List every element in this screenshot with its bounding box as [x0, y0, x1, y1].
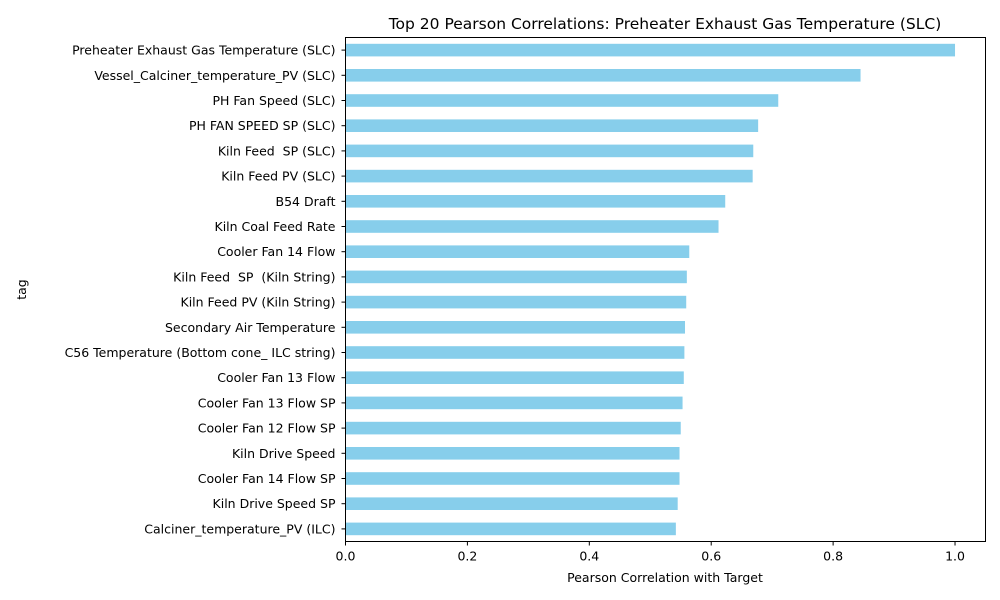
- bar: [345, 396, 683, 410]
- y-tick-label: Cooler Fan 14 Flow SP: [198, 471, 336, 486]
- y-tick-label: Cooler Fan 12 Flow SP: [198, 421, 336, 436]
- x-tick-label: 0.2: [457, 549, 477, 564]
- y-tick-label: Kiln Feed PV (Kiln String): [181, 295, 336, 310]
- bar: [345, 497, 678, 510]
- bar: [345, 69, 861, 82]
- x-tick-label: 0.6: [701, 549, 721, 564]
- y-tick-label: Cooler Fan 13 Flow SP: [198, 395, 336, 410]
- y-axis-label: tag: [14, 279, 29, 300]
- bar: [345, 220, 719, 233]
- y-tick-label: Cooler Fan 14 Flow: [217, 244, 335, 259]
- bar: [345, 119, 759, 132]
- bar: [345, 245, 690, 258]
- x-tick-label: 0.8: [823, 549, 843, 564]
- y-tick-label: PH Fan Speed (SLC): [212, 93, 335, 108]
- bar: [345, 94, 779, 107]
- y-tick-label: Kiln Feed PV (SLC): [221, 169, 335, 184]
- bar: [345, 43, 956, 57]
- y-tick-label: C56 Temperature (Bottom cone_ ILC string…: [65, 345, 336, 360]
- bars-group: [345, 43, 956, 536]
- bar: [345, 321, 686, 334]
- y-tick-label: Kiln Drive Speed SP: [213, 496, 336, 511]
- bar: [345, 447, 680, 460]
- x-tick-label: 0.4: [579, 549, 599, 564]
- y-tick-label: Secondary Air Temperature: [165, 320, 336, 335]
- y-tick-label: Vessel_Calciner_temperature_PV (SLC): [94, 68, 335, 83]
- bar: [345, 346, 685, 359]
- y-tick-label: Cooler Fan 13 Flow: [217, 370, 335, 385]
- y-tick-label: Kiln Feed SP (SLC): [218, 143, 336, 158]
- y-tick-label: Kiln Feed SP (Kiln String): [173, 269, 335, 284]
- y-tick-label: Preheater Exhaust Gas Temperature (SLC): [72, 43, 335, 58]
- x-axis-label: Pearson Correlation with Target: [567, 570, 763, 585]
- bar: [345, 421, 681, 435]
- y-tick-label: B54 Draft: [276, 194, 336, 209]
- bar: [345, 295, 687, 309]
- bar: [345, 472, 680, 485]
- bar: [345, 169, 753, 183]
- x-tick-label: 1.0: [945, 549, 965, 564]
- bar: [345, 270, 687, 284]
- y-axis: Preheater Exhaust Gas Temperature (SLC) V…: [65, 43, 346, 536]
- x-axis: 0.0 0.2 0.4 0.6 0.8 1.0: [336, 541, 965, 564]
- bar: [345, 371, 684, 384]
- y-tick-label: Calciner_temperature_PV (ILC): [144, 521, 335, 536]
- y-tick-label: Kiln Drive Speed: [232, 446, 336, 461]
- bar: [345, 195, 726, 208]
- x-tick-label: 0.0: [336, 549, 356, 564]
- plot-frame: [345, 37, 986, 542]
- chart-title: Top 20 Pearson Correlations: Preheater E…: [388, 15, 942, 33]
- y-tick-label: Kiln Coal Feed Rate: [215, 219, 336, 234]
- bar: [345, 144, 754, 158]
- bar: [345, 522, 676, 536]
- y-tick-label: PH FAN SPEED SP (SLC): [189, 118, 336, 133]
